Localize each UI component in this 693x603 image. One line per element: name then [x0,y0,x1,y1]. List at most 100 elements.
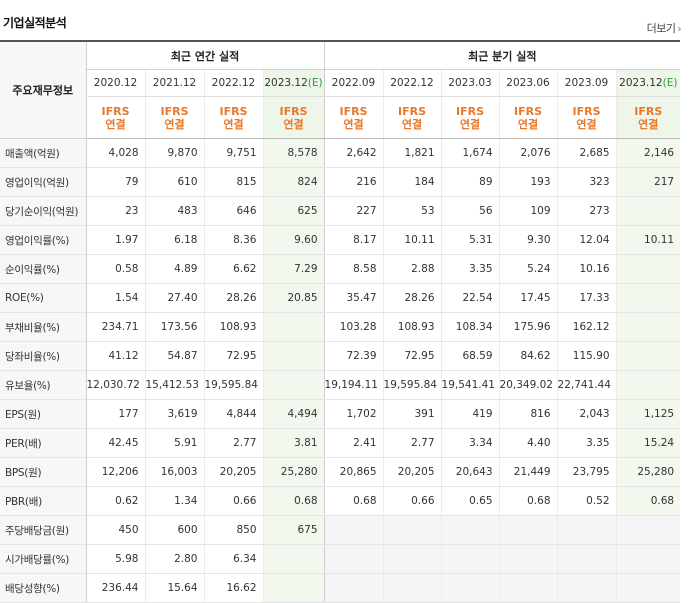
table-cell [440,544,500,574]
table-cell: 21,449 [498,457,558,487]
table-cell: 850 [203,515,263,545]
consolidated-label: 연결 [164,117,185,131]
table-cell: 6.34 [203,544,263,574]
ifrs-label: IFRS [101,104,130,118]
table-cell: 16,003 [144,457,204,487]
table-cell [382,573,442,603]
table-cell [498,544,558,574]
table-cell: 22.54 [440,283,500,313]
ifrs-header: IFRS 연결 [615,96,681,139]
table-cell [262,544,325,574]
corner-header: 주요재무정보 [0,40,86,139]
row-label: 순이익률(%) [0,254,86,284]
table-cell: 3.35 [556,428,617,458]
table-cell [323,515,384,545]
table-cell: 12,206 [85,457,145,487]
table-cell: 450 [85,515,145,545]
table-cell: 68.59 [440,341,500,371]
table-cell: 53 [382,196,442,226]
table-row: 영업이익률(%) 1.97 6.18 8.36 9.60 8.17 10.11 5.31 9.3… [0,225,681,255]
row-label: PBR(배) [0,486,86,516]
consolidated-label: 연결 [517,117,539,131]
table-cell: 56 [440,196,500,226]
table-row: 당좌비율(%) 41.12 54.87 72.95 72.39 72.95 68.59 84.… [0,341,681,371]
table-row: 순이익률(%) 0.58 4.89 6.62 7.29 8.58 2.88 3.35 5.24 1… [0,254,681,284]
period-header: 2021.12 [144,69,204,97]
table-cell: 0.68 [323,486,384,516]
ifrs-label: IFRS [634,104,663,118]
financial-table: 주요재무정보 최근 연간 실적 최근 분기 실적 2020.12 2021.12 2… [0,40,681,603]
row-label: ROE(%) [0,283,86,313]
table-row: 주당배당금(원) 450 600 850 675 [0,515,681,545]
table-cell [615,515,681,545]
table-cell: 20,865 [323,457,384,487]
table-cell: 15,412.53 [144,370,204,400]
table-cell: 22,741.44 [556,370,617,400]
table-cell: 2.77 [203,428,263,458]
table-cell: 16.62 [203,573,263,603]
table-cell: 2,043 [556,399,617,429]
table-cell: 483 [144,196,204,226]
row-label: 영업이익률(%) [0,225,86,255]
table-row: 배당성향(%) 236.44 15.64 16.62 [0,573,681,603]
ifrs-header: IFRS 연결 [498,96,558,139]
row-label: 배당성향(%) [0,573,86,603]
table-cell: 0.62 [85,486,145,516]
row-label: PER(배) [0,428,86,458]
table-cell: 675 [262,515,325,545]
ifrs-label: IFRS [219,104,248,118]
table-cell [556,573,617,603]
table-cell [262,573,325,603]
table-cell: 236.44 [85,573,145,603]
period-label: 2021.12 [152,77,197,89]
table-cell: 323 [556,167,617,197]
table-cell: 5.24 [498,254,558,284]
table-cell: 8.58 [323,254,384,284]
period-header: 2020.12 [85,69,145,97]
table-row: 유보율(%) 12,030.72 15,412.53 19,595.84 19,194.… [0,370,681,400]
table-cell [615,312,681,342]
table-cell: 109 [498,196,558,226]
table-cell [498,573,558,603]
table-cell: 2.88 [382,254,442,284]
ifrs-header: IFRS 연결 [556,96,617,139]
ifrs-header: IFRS 연결 [85,96,145,139]
consolidated-label: 연결 [283,117,304,131]
table-cell: 15.24 [615,428,681,458]
table-cell: 1.97 [85,225,145,255]
table-cell [556,544,617,574]
section-title: 기업실적분석 [3,16,67,30]
table-cell: 0.68 [262,486,325,516]
table-cell: 72.39 [323,341,384,371]
consolidated-label: 연결 [401,117,423,131]
table-cell: 177 [85,399,145,429]
table-cell [323,544,384,574]
table-cell: 20,205 [203,457,263,487]
table-cell: 1,821 [382,138,442,168]
table-cell: 216 [323,167,384,197]
consolidated-label: 연결 [459,117,481,131]
section-header: 기업실적분석 더보기 › [0,0,693,40]
table-cell: 2,146 [615,138,681,168]
table-cell: 15.64 [144,573,204,603]
table-cell: 5.31 [440,225,500,255]
period-header: 2023.09 [556,69,617,97]
table-cell: 646 [203,196,263,226]
table-cell: 3,619 [144,399,204,429]
more-link[interactable]: 더보기 › [647,20,682,36]
table-cell: 234.71 [85,312,145,342]
table-cell: 20.85 [262,283,325,313]
period-label: 2023.09 [564,77,609,89]
table-row: 영업이익(억원) 79 610 815 824 216 184 89 193 323 217 [0,167,681,197]
table-cell: 1,674 [440,138,500,168]
table-cell: 0.66 [203,486,263,516]
table-cell: 0.52 [556,486,617,516]
table-cell: 20,205 [382,457,442,487]
table-cell [556,515,617,545]
ifrs-label: IFRS [514,104,543,118]
table-cell: 84.62 [498,341,558,371]
table-row: ROE(%) 1.54 27.40 28.26 20.85 35.47 28.26 22.54… [0,283,681,313]
table-cell [615,283,681,313]
table-cell: 10.11 [615,225,681,255]
table-cell: 103.28 [323,312,384,342]
